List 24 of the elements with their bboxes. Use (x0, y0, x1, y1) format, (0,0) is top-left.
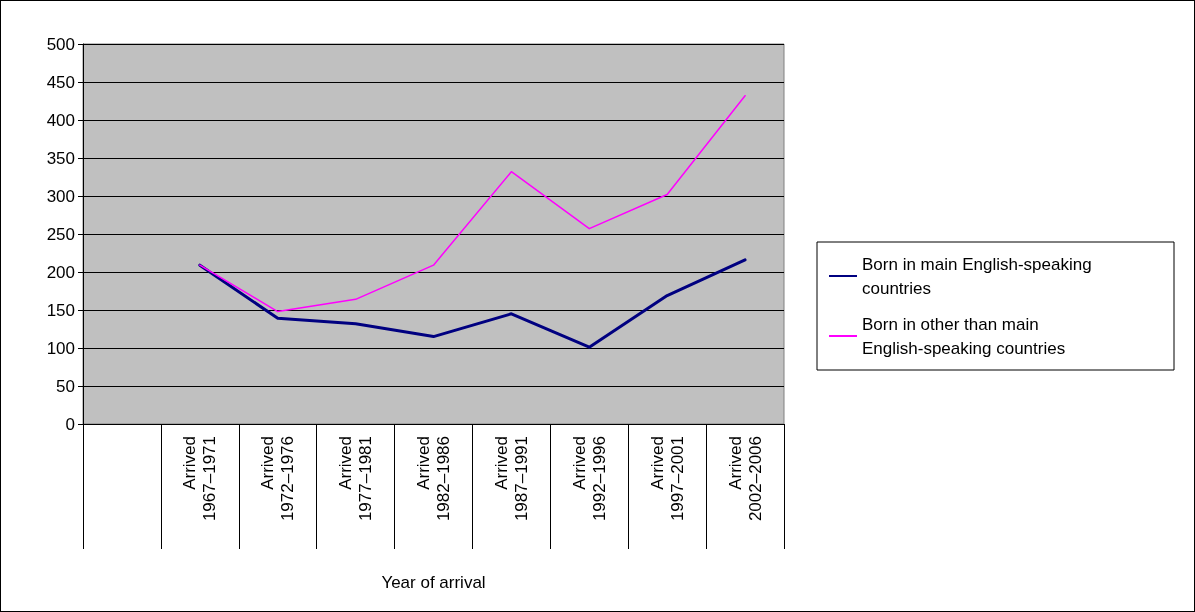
line-series (198, 258, 747, 349)
y-tick-label: 250 (46, 224, 75, 244)
legend-label: Born in main English-speaking countries (862, 254, 1097, 298)
y-tick-label: 500 (46, 34, 75, 54)
y-tick-label: 100 (46, 338, 75, 358)
x-axis-title: Year of arrival (381, 573, 486, 592)
x-tick-label: Arrived 2002–2006 (725, 436, 765, 522)
legend-label: Born in other than main English-speaking countries (862, 314, 1066, 358)
x-tick-label: Arrived 1972–1976 (258, 436, 298, 522)
y-tick-label: 300 (46, 186, 75, 206)
y-tick-label: 150 (46, 300, 75, 320)
x-tick-label: Arrived 1987–1991 (491, 436, 531, 522)
y-tick-label: 400 (46, 110, 75, 130)
y-tick-label: 450 (46, 72, 75, 92)
x-tick-label: Arrived 1967–1971 (180, 436, 220, 522)
x-tick-label: Arrived 1982–1986 (414, 436, 453, 522)
x-tick-label: Arrived 1997–2001 (647, 436, 687, 522)
x-tick-label: Arrived 1992–1996 (569, 436, 609, 522)
line-series (199, 94, 746, 313)
y-tick-label: 0 (65, 414, 75, 434)
y-tick-label: 50 (56, 376, 75, 396)
y-tick-label: 350 (46, 148, 75, 168)
y-tick-label: 200 (46, 262, 75, 282)
x-tick-label: Arrived 1977–1981 (336, 436, 376, 522)
